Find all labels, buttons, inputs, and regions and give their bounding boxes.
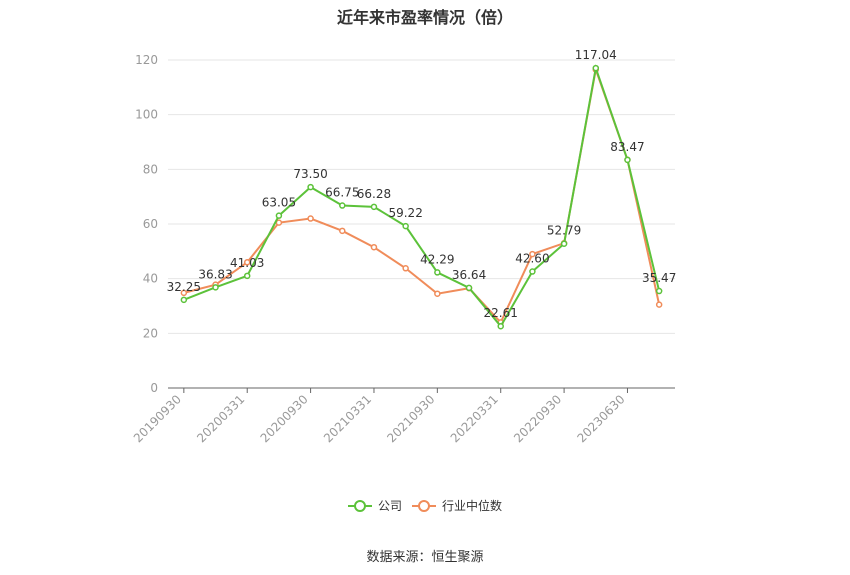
series-0-point — [624, 156, 631, 164]
x-axis: 20190930 20200331 20200930 20210331 20210930… — [131, 387, 675, 445]
data-label: 35.47 — [642, 271, 676, 285]
data-label: 66.28 — [357, 187, 391, 201]
data-label: 36.83 — [198, 267, 232, 281]
x-tick-label: 20210930 — [384, 392, 437, 445]
series-line-0 — [183, 64, 661, 328]
x-tick-label: 20220331 — [448, 392, 501, 445]
series-0-point — [339, 202, 346, 209]
x-tick-label: 20220930 — [511, 392, 564, 445]
series-1-point — [402, 265, 409, 272]
legend-label: 行业中位数 — [442, 498, 502, 513]
y-tick-label: 0 — [150, 381, 158, 395]
grid-lines — [168, 59, 675, 334]
series-0-point — [370, 203, 378, 211]
legend-swatch-marker — [418, 500, 430, 512]
y-tick-label: 60 — [143, 217, 158, 231]
y-tick-label: 80 — [143, 162, 158, 176]
series-1-point — [434, 290, 441, 297]
x-tick-label: 20230630 — [575, 392, 628, 445]
series-0-point — [434, 269, 441, 276]
y-tick-label: 120 — [135, 53, 158, 67]
data-label: 66.75 — [325, 186, 359, 200]
series-0-point — [497, 322, 504, 330]
y-axis-ticks: 0 20 40 60 80 100 120 — [135, 53, 158, 395]
series-0-point — [560, 240, 568, 247]
series-1-point — [370, 243, 378, 251]
series-0-point — [307, 183, 314, 191]
x-tick-label: 20190930 — [131, 392, 184, 445]
data-label: 83.47 — [610, 140, 644, 154]
chart-title: 近年来市盈率情况（倍） — [336, 8, 513, 27]
series-0-point — [275, 212, 283, 219]
series-1-point — [529, 250, 536, 258]
data-label: 59.22 — [388, 206, 422, 220]
x-tick-label: 20200930 — [258, 392, 311, 445]
y-tick-label: 100 — [135, 108, 158, 122]
y-tick-label: 20 — [143, 326, 158, 340]
data-label: 36.64 — [452, 268, 486, 282]
data-source: 数据来源：恒生聚源 — [366, 550, 484, 565]
series-1-point — [243, 259, 251, 266]
series-0-point — [465, 284, 473, 292]
data-label: 73.50 — [293, 167, 327, 181]
series-0-point — [592, 64, 600, 72]
data-label: 63.05 — [262, 196, 296, 210]
series-0-point — [212, 284, 219, 291]
series-0-point — [402, 222, 409, 230]
series-1-point — [180, 289, 188, 297]
x-tick-label: 20210331 — [321, 392, 374, 445]
series-1-point — [655, 301, 663, 308]
series-1-point — [275, 219, 283, 226]
data-label: 117.04 — [575, 48, 617, 62]
series-1-point — [307, 215, 314, 222]
data-label: 22.61 — [484, 306, 518, 320]
series-0-point — [243, 272, 251, 280]
series-0-point — [180, 296, 188, 304]
series-0-point — [529, 268, 536, 275]
data-label: 42.29 — [420, 252, 454, 266]
x-tick-label: 20200331 — [194, 392, 247, 445]
legend[interactable]: 公司 行业中位数 — [348, 498, 502, 513]
data-label: 42.60 — [515, 252, 549, 266]
legend-label: 公司 — [378, 499, 402, 513]
data-label: 41.03 — [230, 256, 264, 270]
series-1-point — [339, 227, 346, 235]
legend-swatch-marker — [354, 500, 366, 512]
data-label: 52.79 — [547, 224, 581, 238]
series-0-point — [655, 287, 663, 295]
series-lines — [180, 64, 663, 330]
y-tick-label: 40 — [143, 272, 158, 286]
data-label: 32.25 — [167, 280, 201, 294]
